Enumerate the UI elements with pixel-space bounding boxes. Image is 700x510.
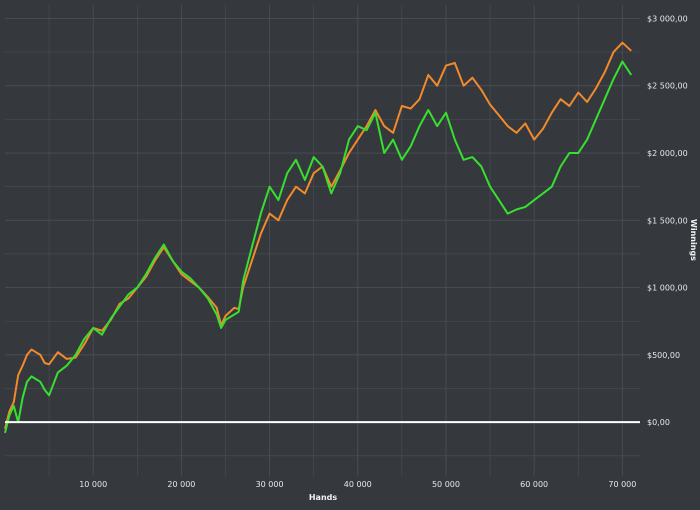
y-tick-labels: $0,00 $500,00 $1 000,00 $1 500,00 $2 000,00 $… (647, 14, 688, 427)
series-layer (4, 41, 640, 434)
x-tick-label: 70 000 (608, 480, 636, 489)
y-tick-label: $2 500,00 (647, 82, 688, 91)
grid-layer (5, 5, 640, 476)
y-tick-label: $3 000,00 (647, 14, 688, 23)
orange-series-line (4, 41, 632, 430)
x-tick-label: 30 000 (256, 480, 284, 489)
y-axis-title: Winnings (689, 219, 698, 261)
y-tick-label: $0,00 (647, 418, 670, 427)
x-tick-labels: 10 000 20 000 30 000 40 000 50 000 60 000 70 0… (79, 480, 636, 489)
y-tick-label: $1 000,00 (647, 284, 688, 293)
y-tick-label: $2 000,00 (647, 149, 688, 158)
x-tick-label: 40 000 (344, 480, 372, 489)
y-tick-label: $1 500,00 (647, 216, 688, 225)
x-tick-label: 60 000 (520, 480, 548, 489)
y-tick-label: $500,00 (647, 351, 680, 360)
x-axis-title: Hands (309, 493, 338, 502)
x-tick-label: 10 000 (79, 480, 107, 489)
green-series-line (4, 60, 633, 434)
x-tick-label: 20 000 (167, 480, 195, 489)
x-tick-label: 50 000 (432, 480, 460, 489)
